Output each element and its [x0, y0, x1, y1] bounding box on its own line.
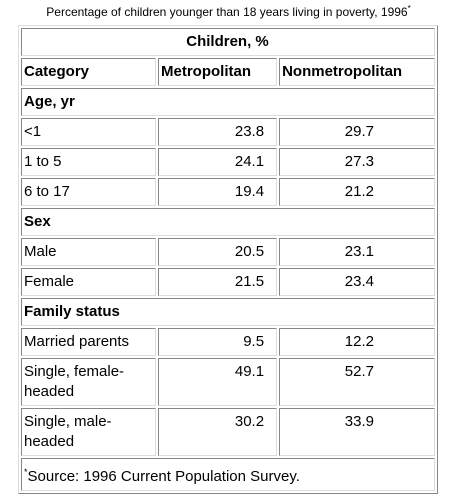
nonmetro-cell: 29.7 — [279, 118, 435, 146]
table-row: Children, % — [21, 28, 435, 56]
metro-cell: 30.2 — [158, 408, 278, 456]
table-body: Children, % Category Metropolitan Nonmetrop… — [21, 28, 435, 491]
table-row: Sex — [21, 208, 435, 236]
table-row: Single, female-headed 49.1 52.7 — [21, 358, 435, 406]
table-row: Married parents 9.5 12.2 — [21, 328, 435, 356]
footnote-mark: * — [24, 467, 28, 477]
section-header: Age, yr — [21, 88, 435, 116]
section-header: Sex — [21, 208, 435, 236]
nonmetro-cell: 27.3 — [279, 148, 435, 176]
metro-cell: 20.5 — [158, 238, 278, 266]
table-row: Category Metropolitan Nonmetropolitan — [21, 58, 435, 86]
table-row: Male 20.5 23.1 — [21, 238, 435, 266]
table-row: 1 to 5 24.1 27.3 — [21, 148, 435, 176]
section-header: Family status — [21, 298, 435, 326]
column-header: Category — [21, 58, 156, 86]
category-cell: Single, male-headed — [21, 408, 156, 456]
metro-cell: 23.8 — [158, 118, 278, 146]
group-header: Children, % — [21, 28, 435, 56]
table-row: Single, male-headed 30.2 33.9 — [21, 408, 435, 456]
metro-cell: 24.1 — [158, 148, 278, 176]
nonmetro-cell: 52.7 — [279, 358, 435, 406]
nonmetro-cell: 23.1 — [279, 238, 435, 266]
footnote-text: Source: 1996 Current Population Survey. — [27, 468, 300, 485]
poverty-table: Children, % Category Metropolitan Nonmetrop… — [18, 25, 438, 494]
footnote: *Source: 1996 Current Population Survey. — [21, 458, 435, 491]
category-cell: Single, female-headed — [21, 358, 156, 406]
metro-cell: 9.5 — [158, 328, 278, 356]
nonmetro-cell: 23.4 — [279, 268, 435, 296]
caption-text: Percentage of children younger than 18 y… — [46, 5, 408, 19]
column-header: Metropolitan — [158, 58, 278, 86]
table-row: 6 to 17 19.4 21.2 — [21, 178, 435, 206]
metro-cell: 49.1 — [158, 358, 278, 406]
table-row: <1 23.8 29.7 — [21, 118, 435, 146]
column-header: Nonmetropolitan — [279, 58, 435, 86]
table-row: Family status — [21, 298, 435, 326]
category-cell: <1 — [21, 118, 156, 146]
category-cell: 1 to 5 — [21, 148, 156, 176]
caption-mark: * — [407, 4, 411, 13]
category-cell: Male — [21, 238, 156, 266]
metro-cell: 21.5 — [158, 268, 278, 296]
metro-cell: 19.4 — [158, 178, 278, 206]
caption: Percentage of children younger than 18 y… — [0, 4, 457, 19]
category-cell: Female — [21, 268, 156, 296]
nonmetro-cell: 21.2 — [279, 178, 435, 206]
nonmetro-cell: 33.9 — [279, 408, 435, 456]
category-cell: Married parents — [21, 328, 156, 356]
category-cell: 6 to 17 — [21, 178, 156, 206]
table-row: *Source: 1996 Current Population Survey. — [21, 458, 435, 491]
nonmetro-cell: 12.2 — [279, 328, 435, 356]
table-row: Female 21.5 23.4 — [21, 268, 435, 296]
table-row: Age, yr — [21, 88, 435, 116]
